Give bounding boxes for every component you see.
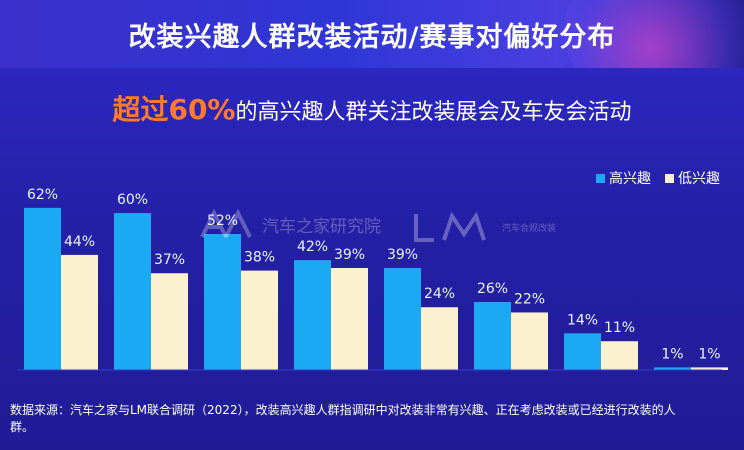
autohome-watermark: 汽车之家研究院 [198, 207, 381, 241]
subtitle-text: 的高兴趣人群关注改装展会及车友会活动 [235, 100, 632, 125]
legend-label-low: 低兴趣 [678, 171, 720, 187]
data-label-high-6: 26% [477, 281, 508, 297]
data-label-low-6: 22% [514, 291, 545, 307]
lm-watermark-text: 汽车合规改装 [502, 223, 557, 234]
bar-high-1 [24, 207, 61, 370]
bar-low-6 [511, 312, 548, 370]
data-label-low-1: 44% [64, 234, 95, 250]
bar-high-7 [564, 333, 601, 370]
bar-low-3 [241, 270, 278, 370]
data-label-high-3: 52% [207, 213, 238, 229]
data-label-low-8: 1% [698, 346, 720, 362]
lm-logo-icon [414, 211, 486, 242]
data-source-note: 数据来源：汽车之家与LM联合调研（2022），改装高兴趣人群指调研中对改装非常有… [10, 403, 676, 434]
data-label-high-4: 42% [297, 239, 328, 255]
data-label-high-5: 39% [387, 247, 418, 263]
legend-item-high: 高兴趣 [596, 168, 651, 188]
lm-watermark: 汽车合规改装 [410, 210, 556, 244]
data-label-high-1: 62% [27, 187, 58, 203]
data-label-low-7: 11% [604, 320, 635, 336]
chart-subtitle: 超过60%的高兴趣人群关注改装展会及车友会活动 [0, 88, 744, 128]
legend-swatch-high [596, 173, 605, 183]
bar-high-3 [204, 234, 241, 370]
bar-low-8 [691, 367, 728, 370]
bar-high-6 [474, 302, 511, 370]
bar-high-5 [384, 268, 421, 370]
title-banner [0, 0, 744, 68]
data-label-low-3: 38% [244, 250, 275, 266]
page-title: 改装兴趣人群改装活动/赛事对偏好分布 [128, 21, 616, 53]
data-label-high-7: 14% [567, 312, 598, 328]
bar-low-2 [151, 273, 188, 370]
legend-item-low: 低兴趣 [665, 168, 720, 188]
bar-high-8 [654, 367, 691, 370]
bar-low-5 [421, 307, 458, 370]
data-label-high-2: 60% [117, 192, 148, 208]
data-label-low-2: 37% [154, 252, 185, 268]
data-label-high-8: 1% [661, 346, 683, 362]
legend-label-high: 高兴趣 [609, 171, 651, 187]
legend-swatch-low [665, 173, 674, 183]
bar-high-4 [294, 260, 331, 370]
bar-low-4 [331, 268, 368, 370]
bar-high-2 [114, 213, 151, 370]
autohome-watermark-text: 汽车之家研究院 [262, 216, 381, 237]
bar-low-1 [61, 254, 98, 370]
autohome-logo-icon [200, 208, 252, 238]
chart-legend: 高兴趣 低兴趣 [596, 168, 720, 188]
bar-low-7 [601, 341, 638, 370]
subtitle-highlight: 超过60% [112, 93, 236, 126]
data-label-low-5: 24% [424, 286, 455, 302]
data-label-low-4: 39% [334, 247, 365, 263]
